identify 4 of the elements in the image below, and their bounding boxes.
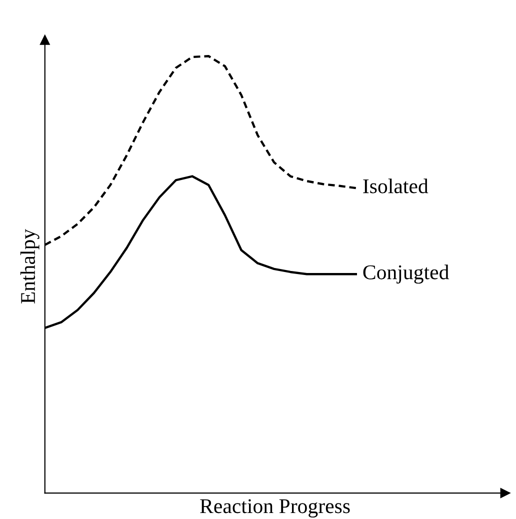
y-axis-title: Enthalpy [20,228,40,304]
series-label: Isolated [363,178,428,194]
series-label: Conjugted [363,264,449,284]
x-axis-title: Reaction Progress [200,499,350,518]
